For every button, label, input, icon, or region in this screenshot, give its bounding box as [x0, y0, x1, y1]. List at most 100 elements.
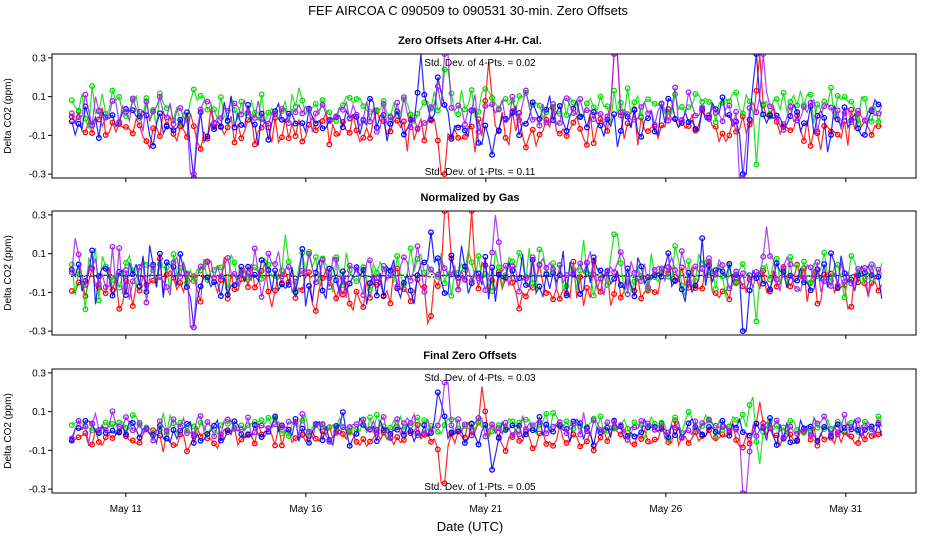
data-point	[475, 275, 482, 282]
data-point	[441, 480, 448, 487]
series-line-4	[71, 214, 883, 328]
data-point	[746, 105, 753, 111]
data-point	[468, 426, 475, 433]
data-point	[353, 111, 360, 118]
data-point	[143, 299, 150, 306]
data-point	[421, 430, 428, 437]
data-point	[68, 422, 75, 429]
data-point	[645, 438, 651, 445]
data-point	[231, 270, 238, 277]
data-point	[828, 283, 834, 289]
data-point	[861, 275, 868, 282]
data-point	[245, 109, 251, 116]
data-point	[95, 439, 102, 446]
data-point	[590, 271, 597, 278]
mean-point	[346, 275, 349, 277]
data-point	[143, 98, 150, 105]
data-point	[468, 87, 475, 94]
data-point	[387, 300, 394, 307]
data-point	[346, 300, 353, 307]
data-point	[753, 268, 760, 275]
data-point	[767, 414, 773, 421]
data-point	[75, 114, 82, 121]
data-point	[82, 281, 89, 288]
panel-2: Normalized by Gas Delta CO2 (ppm) 0.3 0.1 -0…	[3, 192, 917, 339]
data-point	[265, 250, 272, 257]
data-point	[841, 278, 848, 285]
data-point	[821, 424, 828, 430]
data-point	[638, 278, 645, 285]
data-point	[421, 288, 428, 295]
data-point	[353, 430, 360, 437]
mean-point	[200, 275, 203, 277]
data-point	[461, 106, 468, 113]
data-point	[461, 440, 468, 446]
data-point	[753, 438, 760, 445]
data-point	[489, 95, 496, 101]
data-point	[129, 303, 136, 310]
data-point	[611, 275, 618, 282]
data-point	[672, 414, 679, 421]
data-point	[834, 92, 841, 99]
data-point	[306, 428, 312, 435]
data-point	[543, 430, 550, 437]
data-point	[468, 211, 475, 214]
data-point	[448, 422, 455, 429]
data-point	[726, 296, 733, 303]
data-point	[861, 95, 868, 102]
data-point	[373, 438, 380, 445]
data-point	[828, 84, 834, 91]
data-point	[543, 440, 550, 447]
data-point	[692, 263, 699, 270]
data-point	[292, 419, 299, 426]
data-point	[807, 264, 814, 271]
mean-point	[216, 274, 219, 277]
data-point	[312, 127, 319, 134]
data-point	[380, 427, 387, 434]
mean-point	[580, 275, 582, 278]
data-point	[272, 108, 279, 115]
data-point	[624, 425, 631, 432]
data-point	[767, 253, 773, 260]
data-point	[495, 264, 502, 271]
data-point	[170, 127, 177, 134]
data-point	[875, 431, 882, 438]
data-point	[109, 87, 116, 94]
data-point	[590, 442, 597, 449]
data-point	[231, 259, 238, 266]
data-point	[211, 433, 218, 440]
data-point	[550, 423, 557, 430]
data-point	[89, 441, 96, 448]
data-point	[407, 287, 414, 294]
data-point	[861, 422, 868, 429]
plot-area	[68, 211, 883, 335]
data-point	[326, 424, 333, 431]
data-point	[217, 437, 224, 444]
mean-point	[94, 274, 96, 277]
data-point	[102, 427, 109, 433]
data-point	[319, 287, 326, 294]
data-point	[360, 116, 367, 123]
data-point	[339, 424, 346, 431]
data-point	[577, 431, 584, 438]
data-point	[746, 287, 753, 294]
data-point	[238, 426, 245, 433]
data-point	[245, 431, 251, 438]
data-point	[611, 269, 618, 276]
data-point	[787, 261, 794, 268]
data-point	[482, 85, 489, 92]
data-point	[583, 269, 590, 276]
data-point	[834, 107, 841, 114]
data-point	[434, 446, 441, 453]
data-point	[868, 118, 875, 125]
data-point	[177, 117, 184, 123]
mean-point	[758, 275, 761, 277]
data-point	[516, 249, 523, 256]
data-point	[414, 243, 421, 250]
data-point	[448, 271, 455, 278]
data-point	[760, 280, 767, 287]
data-point	[834, 116, 841, 123]
data-point	[441, 422, 448, 429]
data-point	[807, 287, 814, 294]
data-point	[448, 292, 455, 299]
